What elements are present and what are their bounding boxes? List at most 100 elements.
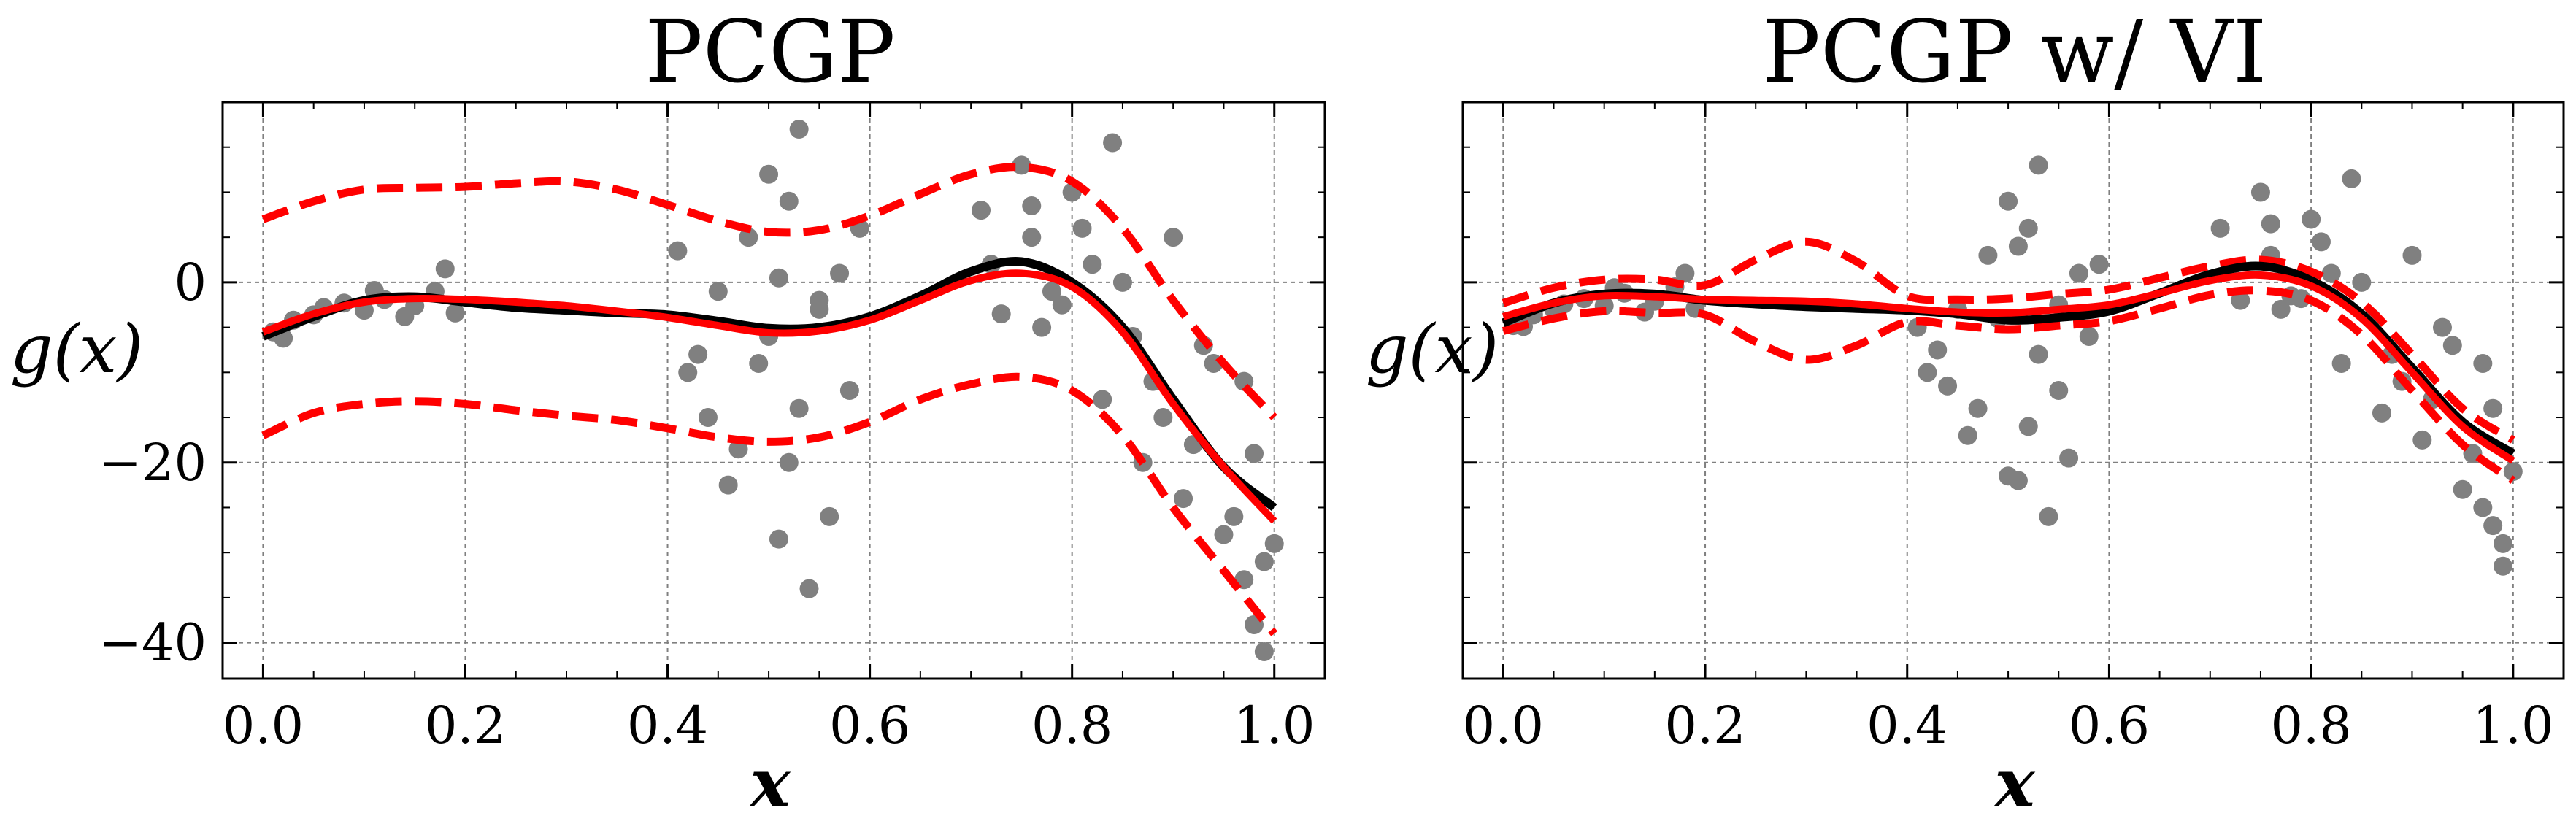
pcgp-xlabel: x: [749, 744, 791, 823]
pcgp-upper-band: [261, 163, 1277, 420]
pcgp-observation-point: [1214, 525, 1234, 544]
pcgp-observation-point: [668, 241, 688, 261]
pcgp-vi-axes-frame: [1461, 101, 2565, 680]
pcgp-observation-point: [1022, 196, 1042, 215]
pcgp-observation-point: [708, 282, 728, 301]
pcgp-vi-xtick-label: 0.2: [1664, 696, 1745, 755]
pcgp-vi-observation-point: [1968, 398, 1988, 418]
pcgp-observation-point: [718, 475, 738, 495]
pcgp-observation-point: [779, 452, 799, 472]
pcgp-vi-observation-point: [2311, 232, 2331, 252]
pcgp-observation-point: [799, 579, 819, 598]
pcgp-vi-observation-point: [2059, 448, 2079, 468]
pcgp-vi-observation-point: [2079, 326, 2099, 346]
pcgp-title: PCGP: [645, 1, 895, 102]
pcgp-observation-point: [1012, 155, 1031, 175]
pcgp-ytick-label: −40: [99, 613, 207, 673]
pcgp-panel: PCGP g(x) x 0.0 0.2 0.4 0.6 0.8 1.0 0 −20 −40: [10, 1, 1326, 823]
pcgp-vi-observation-point: [1978, 245, 1998, 265]
pcgp-vi-observation-point: [1918, 363, 1937, 382]
pcgp-vi-observation-point: [2453, 479, 2472, 499]
pcgp-vi-observation-point: [2271, 299, 2291, 319]
pcgp-vi-observation-point: [2503, 462, 2523, 482]
pcgp-observation-point: [1103, 133, 1123, 153]
pcgp-observation-point: [1042, 282, 1061, 301]
pcgp-observation-point: [810, 299, 829, 319]
pcgp-observation-point: [445, 303, 465, 323]
pcgp-vi-observation-point: [2029, 155, 2048, 175]
pcgp-vi-observation-point: [2069, 263, 2088, 283]
pcgp-vi-xtick-label: 1.0: [2472, 696, 2553, 755]
pcgp-observation-point: [739, 228, 758, 247]
pcgp-vi-observation-point: [2261, 214, 2280, 234]
pcgp-observation-point: [789, 120, 809, 139]
pcgp-observation-point: [779, 191, 799, 211]
pcgp-ylabel: g(x): [10, 310, 144, 388]
pcgp-vi-observation-point: [2089, 255, 2109, 274]
pcgp-observation-point: [1022, 228, 1042, 247]
pcgp-observation-point: [1264, 534, 1284, 553]
pcgp-observation-point: [698, 408, 718, 428]
pcgp-vi-observation-point: [2493, 534, 2512, 553]
pcgp-mean-line: [261, 269, 1277, 524]
pcgp-vi-observation-point: [2483, 516, 2503, 536]
pcgp-vi-observation-point: [2402, 245, 2422, 265]
pcgp-vi-observation-point: [2473, 498, 2493, 517]
pcgp-vi-xlabel: x: [1993, 744, 2036, 823]
pcgp-observation-point: [1254, 642, 1274, 661]
pcgp-observation-point: [1174, 489, 1193, 509]
pcgp-xtick-label: 0.4: [627, 696, 708, 755]
pcgp-vi-title: PCGP w/ VI: [1763, 1, 2267, 102]
pcgp-vi-observation-point: [2321, 263, 2341, 283]
pcgp-vi-observation-point: [2039, 506, 2058, 526]
pcgp-observation-point: [769, 268, 788, 288]
pcgp-observation-point: [678, 363, 698, 382]
pcgp-vi-observation-point: [2049, 381, 2069, 400]
pcgp-vi-observation-point: [2018, 417, 2038, 436]
pcgp-observation-point: [1224, 506, 1244, 526]
pcgp-vi-observation-point: [2432, 317, 2452, 337]
pcgp-vi-observation-point: [1999, 191, 2018, 211]
pcgp-vi-xtick-label: 0.6: [2069, 696, 2150, 755]
pcgp-vi-observation-point: [2473, 353, 2493, 373]
pcgp-observation-point: [395, 307, 415, 326]
pcgp-observation-point: [820, 506, 839, 526]
pcgp-vi-xtick-label: 0.4: [1866, 696, 1948, 755]
pcgp-observation-point: [1093, 390, 1112, 409]
pcgp-xtick-label: 1.0: [1234, 696, 1315, 755]
pcgp-observation-point: [830, 263, 850, 283]
pcgp-vi-xtick-label: 0.8: [2270, 696, 2351, 755]
pcgp-observation-point: [789, 398, 809, 418]
pcgp-xtick-label: 0.2: [425, 696, 506, 755]
pcgp-vi-observation-point: [2352, 272, 2372, 292]
pcgp-vi-observation-point: [2210, 218, 2230, 238]
pcgp-vi-observation-point: [2029, 344, 2048, 364]
pcgp-observation-point: [688, 344, 708, 364]
pcgp-observation-point: [1254, 552, 1274, 571]
pcgp-vi-mean-line: [1502, 271, 2515, 464]
pcgp-lower-band: [261, 372, 1277, 636]
pcgp-vi-observation-point: [2442, 336, 2462, 355]
pcgp-vi-observation-point: [2302, 209, 2321, 229]
pcgp-vi-observation-point: [2231, 290, 2250, 310]
pcgp-axes-frame: [221, 101, 1326, 680]
pcgp-vi-observation-point: [2342, 169, 2361, 188]
pcgp-vi-observation-point: [1928, 340, 1948, 360]
pcgp-observation-point: [1083, 255, 1102, 274]
pcgp-observation-point: [749, 353, 769, 373]
pcgp-xtick-label: 0.8: [1031, 696, 1112, 755]
pcgp-vi-observation-point: [2372, 403, 2391, 423]
pcgp-observation-point: [1245, 444, 1264, 463]
pcgp-observation-point: [839, 381, 859, 400]
pcgp-observation-point: [1052, 295, 1072, 315]
pcgp-observation-point: [1112, 272, 1132, 292]
pcgp-xtick-label: 0.6: [829, 696, 910, 755]
pcgp-vi-observation-point: [2250, 182, 2270, 202]
pcgp-vi-observation-point: [2008, 471, 2028, 490]
pcgp-vi-observation-point: [2018, 218, 2038, 238]
pcgp-vi-ylabel: g(x): [1366, 310, 1499, 388]
pcgp-observation-point: [759, 164, 779, 184]
pcgp-observation-point: [971, 201, 991, 220]
pcgp-vi-observation-point: [2331, 353, 2351, 373]
